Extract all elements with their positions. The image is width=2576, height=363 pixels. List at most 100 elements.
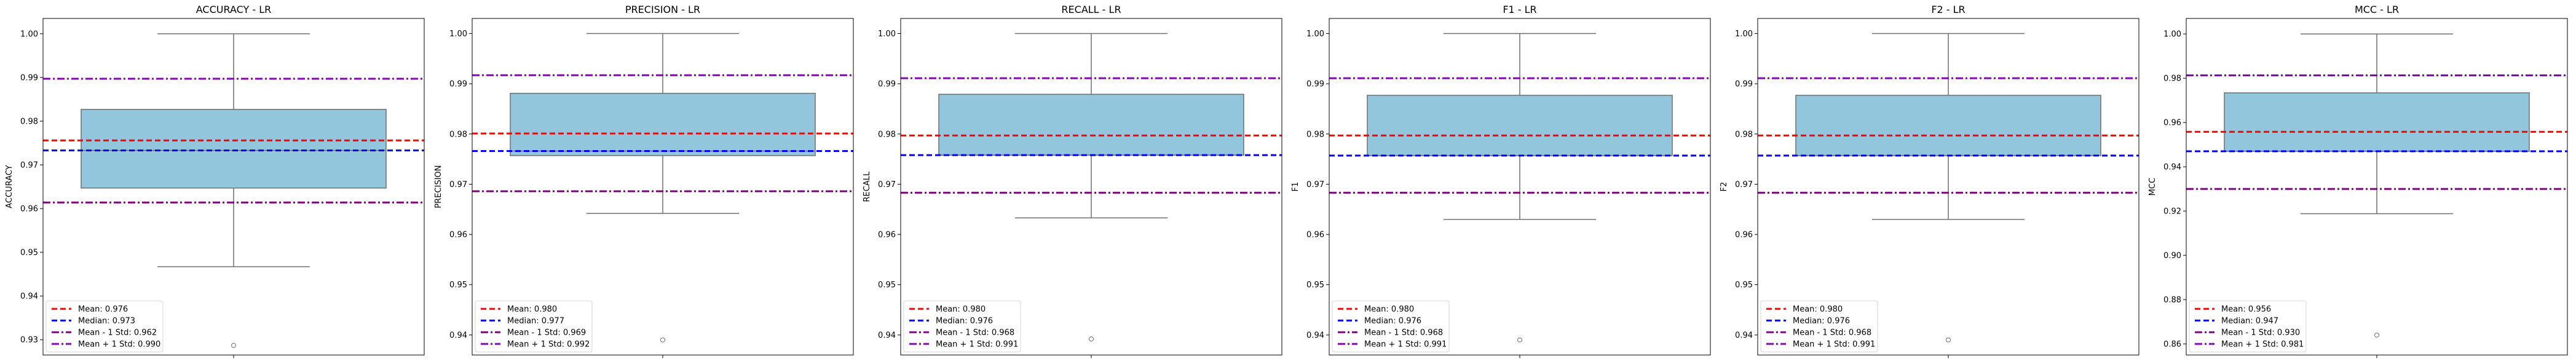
legend-frame [45,300,164,353]
chart-panel: PRECISION - LR PRECISION 0.94 0.95 0.96 0.97 0… [434,4,854,358]
y-axis-label: PRECISION [434,165,443,208]
y-tick-label: 0.95 [20,249,38,258]
chart-title: RECALL - LR [1061,4,1121,15]
plot-frame [1329,18,1711,356]
y-tick-label: 0.97 [1306,180,1324,189]
y-tick-label: 0.96 [1306,231,1324,240]
y-tick-label: 0.97 [878,180,896,189]
chart-title: MCC - LR [2355,4,2399,15]
outlier-point [660,337,665,343]
outlier-point [1089,336,1094,341]
y-tick-label: 0.99 [1306,80,1324,89]
y-tick-label: 0.98 [878,130,896,139]
legend-label: Median: 0.976 [1793,317,1850,326]
y-tick-label: 0.99 [878,80,896,89]
y-tick-label: 0.99 [449,80,467,89]
iqr-box [1367,95,1673,156]
plot-frame [1757,18,2139,356]
chart-panel: F2 - LR F2 0.94 0.95 0.96 0.97 0.98 0.99 1.00 Mea… [1720,4,2139,358]
legend-label: Mean + 1 Std: 0.990 [78,340,160,349]
y-tick-label: 0.88 [2163,296,2181,305]
y-tick-label: 1.00 [449,30,467,39]
y-tick-label: 0.96 [449,231,467,240]
y-tick-label: 0.86 [2163,340,2181,349]
chart-panel: F1 - LR F1 0.94 0.95 0.96 0.97 0.98 0.99 1.00 Mea… [1291,4,1711,358]
y-tick-label: 1.00 [878,30,896,39]
y-tick-label: 0.90 [2163,252,2181,261]
chart-title: PRECISION - LR [625,4,700,15]
legend-label: Mean: 0.980 [507,305,557,314]
outlier-point [231,343,236,348]
legend-label: Median: 0.973 [78,317,135,326]
y-tick-label: 0.94 [449,331,467,340]
legend-label: Mean - 1 Std: 0.968 [1793,329,1871,338]
chart-panel: MCC - LR MCC 0.86 0.88 0.90 0.92 0.94 0.96 0.98 1… [2148,4,2568,358]
y-tick-label: 1.00 [1306,30,1324,39]
legend-frame [1332,300,1450,353]
y-tick-label: 0.94 [20,292,38,301]
y-tick-label: 0.96 [2163,119,2181,128]
iqr-box [1795,95,2101,156]
legend: Mean: 0.976 Median: 0.973 Mean - 1 Std: 0.… [45,300,164,353]
plot-frame [2186,18,2568,356]
y-axis-label: RECALL [863,171,872,202]
legend-label: Mean - 1 Std: 0.962 [78,329,157,338]
chart-title: F2 - LR [1931,4,1965,15]
plot-frame [472,18,854,356]
legend-label: Mean: 0.980 [1364,305,1414,314]
y-axis-label: F1 [1291,182,1300,192]
y-tick-label: 0.96 [1735,231,1753,240]
y-tick-label: 0.95 [449,281,467,290]
legend-label: Mean - 1 Std: 0.968 [936,329,1014,338]
legend-label: Mean - 1 Std: 0.968 [1364,329,1443,338]
legend-frame [2189,300,2307,353]
legend: Mean: 0.980 Median: 0.976 Mean - 1 Std: 0.… [1760,300,1878,353]
plot-frame [900,18,1282,356]
legend-label: Mean - 1 Std: 0.969 [507,329,586,338]
legend-label: Mean + 1 Std: 0.991 [1364,340,1447,349]
legend-label: Mean + 1 Std: 0.992 [507,340,590,349]
y-axis-label: ACCURACY [5,165,14,208]
chart-title: ACCURACY - LR [196,4,272,15]
y-tick-label: 0.94 [878,331,896,340]
iqr-box [938,94,1244,156]
outlier-point [1946,337,1951,343]
y-tick-label: 0.98 [1735,130,1753,139]
y-tick-label: 0.94 [2163,163,2181,172]
legend-frame [903,300,1021,353]
legend-label: Median: 0.976 [936,317,993,326]
y-tick-label: 0.96 [878,231,896,240]
legend: Mean: 0.980 Median: 0.976 Mean - 1 Std: 0.… [903,300,1021,353]
y-tick-label: 0.97 [1735,180,1753,189]
legend-label: Mean: 0.976 [78,305,128,314]
y-tick-label: 0.98 [1306,130,1324,139]
iqr-box [2224,92,2530,152]
y-tick-label: 1.00 [20,30,38,39]
y-tick-label: 1.00 [1735,30,1753,39]
y-tick-label: 0.95 [1306,281,1324,290]
y-tick-label: 0.93 [20,336,38,345]
y-tick-label: 0.95 [1735,281,1753,290]
y-tick-label: 0.99 [20,73,38,82]
outlier-point [1517,337,1522,343]
outlier-point [2374,332,2379,338]
legend-label: Mean: 0.980 [936,305,986,314]
y-axis-label: F2 [1720,182,1729,192]
chart-title: F1 - LR [1503,4,1536,15]
legend-label: Mean - 1 Std: 0.930 [2221,329,2300,338]
legend-label: Mean: 0.956 [2221,305,2271,314]
y-tick-label: 0.97 [449,180,467,189]
y-axis-label: MCC [2148,178,2157,196]
iqr-box [510,92,816,156]
y-tick-label: 0.92 [2163,207,2181,217]
chart-panel: RECALL - LR RECALL 0.94 0.95 0.96 0.97 0.98 0.9… [863,4,1282,358]
y-tick-label: 0.98 [20,117,38,126]
y-tick-label: 0.97 [20,161,38,170]
plot-frame [42,18,425,356]
legend-label: Median: 0.977 [507,317,564,326]
y-tick-label: 1.00 [2163,30,2181,39]
y-tick-label: 0.94 [1735,331,1753,340]
y-tick-label: 0.94 [1306,331,1324,340]
legend-label: Mean: 0.980 [1793,305,1843,314]
